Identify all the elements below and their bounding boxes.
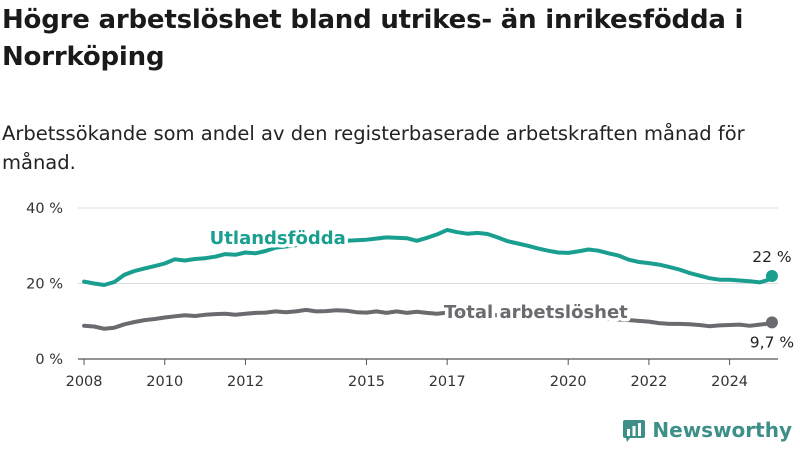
series-label-halo: Utlandsfödda [210,228,346,249]
brand-name: Newsworthy [652,418,792,442]
y-tick-label: 20 % [26,277,63,293]
x-tick-label: 2015 [348,374,385,390]
x-tick-label: 2010 [146,374,183,390]
series-end-value-utlandsfödda: 22 % [752,248,791,266]
x-tick-label: 2012 [227,374,264,390]
x-tick-label: 2017 [429,374,466,390]
series-end-point-total-arbetslöshet [765,316,778,329]
series-line-utlandsfödda [82,227,774,287]
x-tick-label: 2008 [66,374,103,390]
series-end-point-utlandsfödda [765,269,778,282]
x-tick-label: 2022 [630,374,667,390]
series-label-total-arbetslöshet: Total arbetslöshet [444,302,628,323]
chart-title: Högre arbetslöshet bland utrikes- än inr… [2,5,744,72]
x-tick-label: 2020 [550,374,587,390]
series-end-value-total-arbetslöshet: 9,7 % [750,333,794,351]
brand-logo: Newsworthy [622,416,792,444]
series-label-halo: Total arbetslöshet [444,302,628,323]
y-tick-label: 0 % [35,352,63,368]
chart-subtitle: Arbetssökande som andel av den registerb… [2,122,745,174]
series-label-utlandsfödda: Utlandsfödda [210,228,346,249]
bar-chart-logo-icon [623,420,646,442]
series-line-total-arbetslöshet [82,307,774,331]
y-tick-label: 40 % [26,201,63,217]
x-tick-label: 2024 [711,374,748,390]
